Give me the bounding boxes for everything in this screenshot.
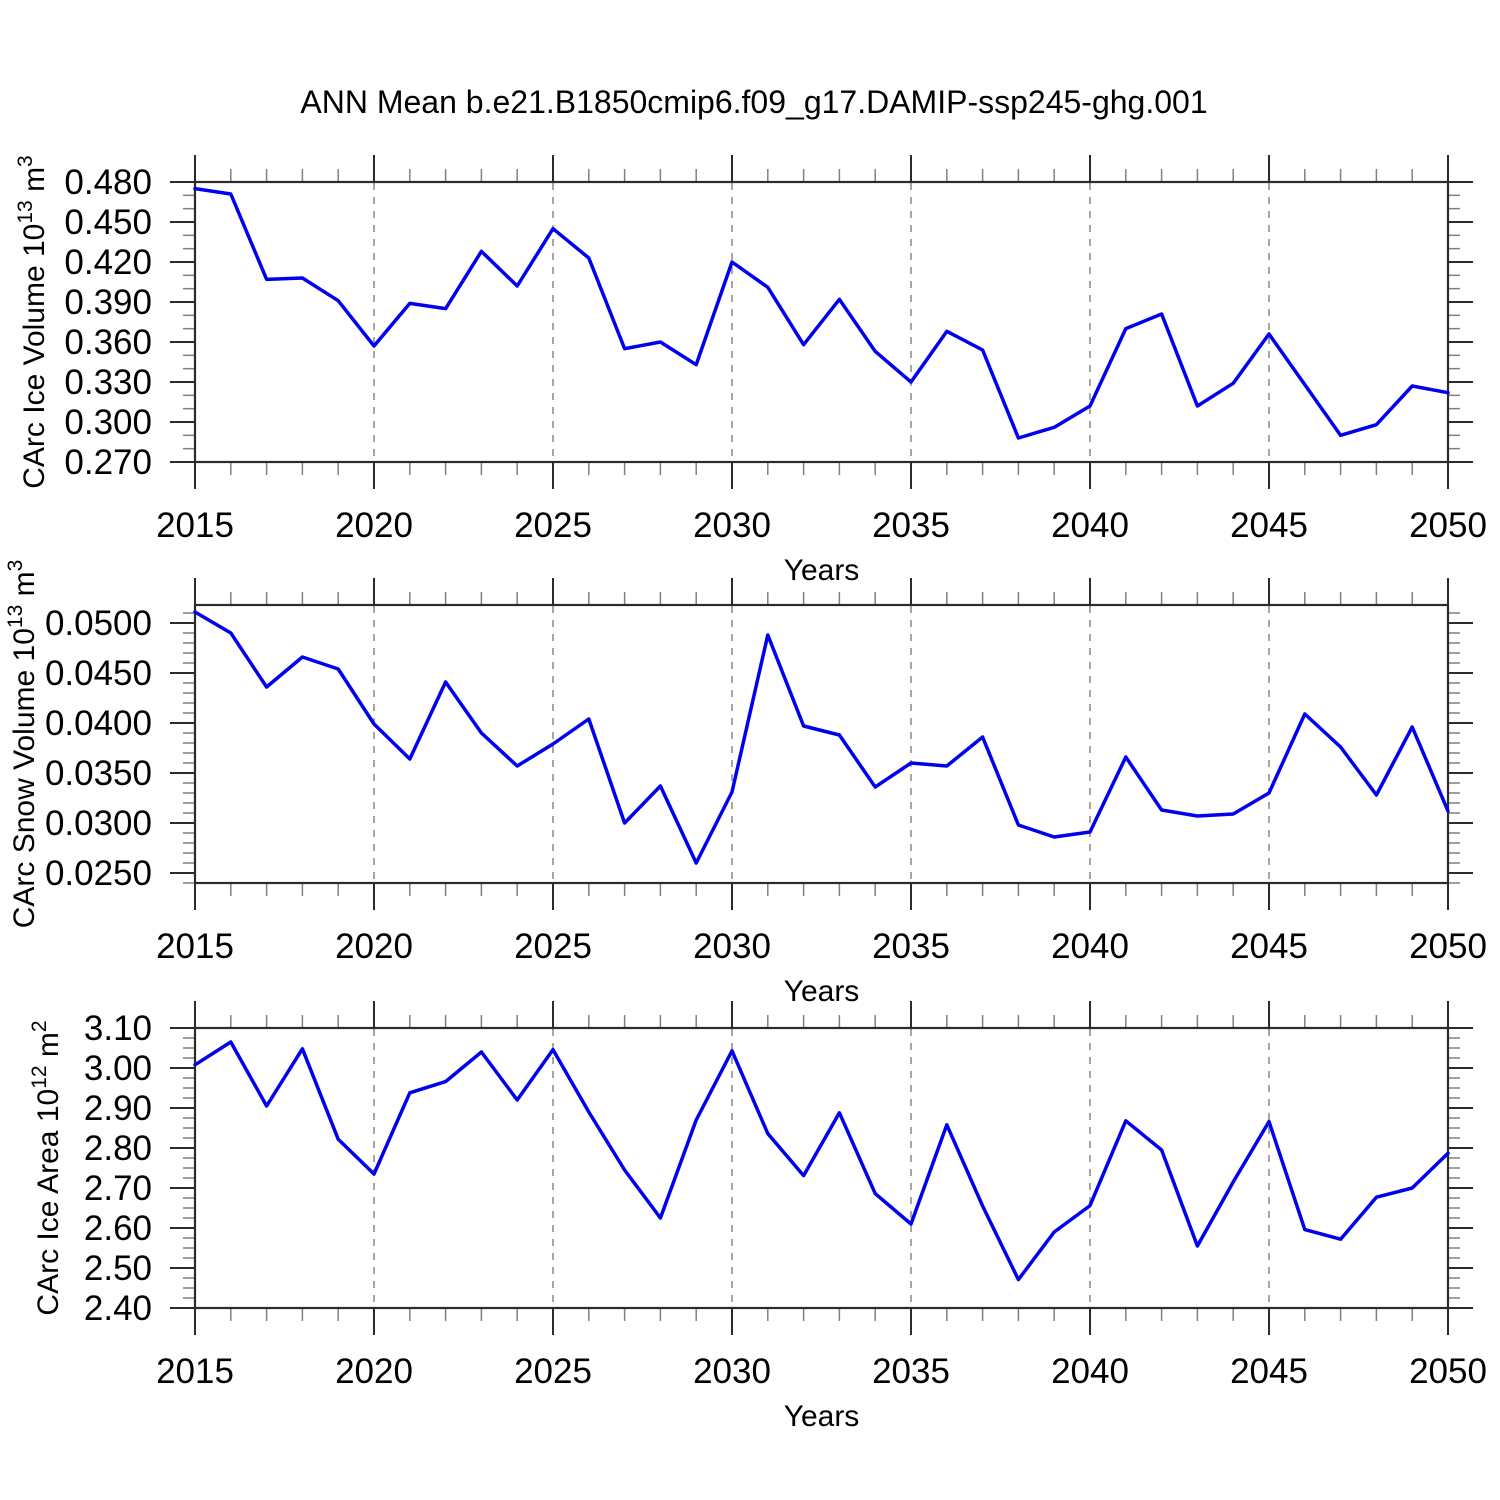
x-tick-label: 2035: [872, 506, 950, 545]
y-tick-label: 0.0250: [45, 854, 152, 893]
x-tick-label: 2050: [1409, 506, 1487, 545]
plot-frame: [193, 1026, 1450, 1310]
x-tick-label: 2050: [1409, 1352, 1487, 1391]
plot-frame: [193, 180, 1450, 464]
y-tick-label: 2.50: [84, 1249, 152, 1288]
y-tick-label: 0.0400: [45, 704, 152, 743]
y-tick-label: 0.0300: [45, 804, 152, 843]
y-tick-label: 2.40: [84, 1289, 152, 1328]
x-tick-label: 2040: [1051, 927, 1129, 966]
x-tick-label: 2035: [872, 1352, 950, 1391]
series-line-snow-volume: [193, 610, 1450, 865]
y-axis-title: CArc Snow Volume 1013 m3: [4, 560, 41, 929]
x-tick-label: 2020: [335, 506, 413, 545]
x-tick-label: 2025: [514, 1352, 592, 1391]
y-axis-title: CArc Ice Volume 1013 m3: [14, 155, 51, 489]
plot-title: ANN Mean b.e21.B1850cmip6.f09_g17.DAMIP-…: [300, 84, 1208, 120]
y-tick-label: 2.90: [84, 1089, 152, 1128]
panel-ice-area: 2015 2020 2025 2030 2035 2040 2045 2050 2.402.50…: [28, 1001, 1487, 1433]
x-tick-label: 2015: [156, 927, 234, 966]
y-tick-label: 0.300: [64, 403, 152, 442]
y-tick-label: 0.360: [64, 323, 152, 362]
y-tick-label: 2.70: [84, 1169, 152, 1208]
y-tick-label: 0.270: [64, 443, 152, 482]
y-tick-label: 2.60: [84, 1209, 152, 1248]
x-tick-label: 2020: [335, 927, 413, 966]
x-tick-label: 2045: [1230, 927, 1308, 966]
x-tick-label: 2015: [156, 506, 234, 545]
plot-frame: [193, 603, 1450, 885]
y-tick-label: 0.450: [64, 203, 152, 242]
x-tick-label: 2040: [1051, 1352, 1129, 1391]
y-tick-label: 0.0500: [45, 604, 152, 643]
y-tick-label: 3.00: [84, 1049, 152, 1088]
x-tick-label: 2045: [1230, 1352, 1308, 1391]
x-tick-label: 2035: [872, 927, 950, 966]
y-axis-title: CArc Ice Area 1012 m2: [28, 1020, 65, 1315]
x-tick-label: 2025: [514, 506, 592, 545]
series-line-ice-area: [193, 1040, 1450, 1282]
series-line-ice-volume: [193, 186, 1450, 440]
panel-ice-volume: 2015 2020 2025 2030 2035 2040 2045 20500.2700.3…: [14, 155, 1487, 587]
x-tick-label: 2050: [1409, 927, 1487, 966]
x-axis-title: Years: [784, 554, 860, 587]
y-tick-label: 0.330: [64, 363, 152, 402]
x-axis-title: Years: [784, 975, 860, 1008]
y-tick-label: 2.80: [84, 1129, 152, 1168]
x-tick-label: 2025: [514, 927, 592, 966]
y-tick-label: 0.0450: [45, 654, 152, 693]
panel-snow-volume: 2015 2020 2025 2030 2035 2040 2045 2050 0.0250 0.…: [4, 560, 1487, 1008]
x-tick-label: 2045: [1230, 506, 1308, 545]
x-tick-label: 2030: [693, 1352, 771, 1391]
y-tick-label: 0.390: [64, 283, 152, 322]
x-tick-label: 2020: [335, 1352, 413, 1391]
x-axis-title: Years: [784, 1400, 860, 1433]
x-tick-label: 2030: [693, 506, 771, 545]
y-tick-label: 0.0350: [45, 754, 152, 793]
y-tick-label: 0.480: [64, 163, 152, 202]
x-tick-label: 2040: [1051, 506, 1129, 545]
y-tick-label: 3.10: [84, 1009, 152, 1048]
x-tick-label: 2030: [693, 927, 771, 966]
x-tick-label: 2015: [156, 1352, 234, 1391]
y-tick-label: 0.420: [64, 243, 152, 282]
